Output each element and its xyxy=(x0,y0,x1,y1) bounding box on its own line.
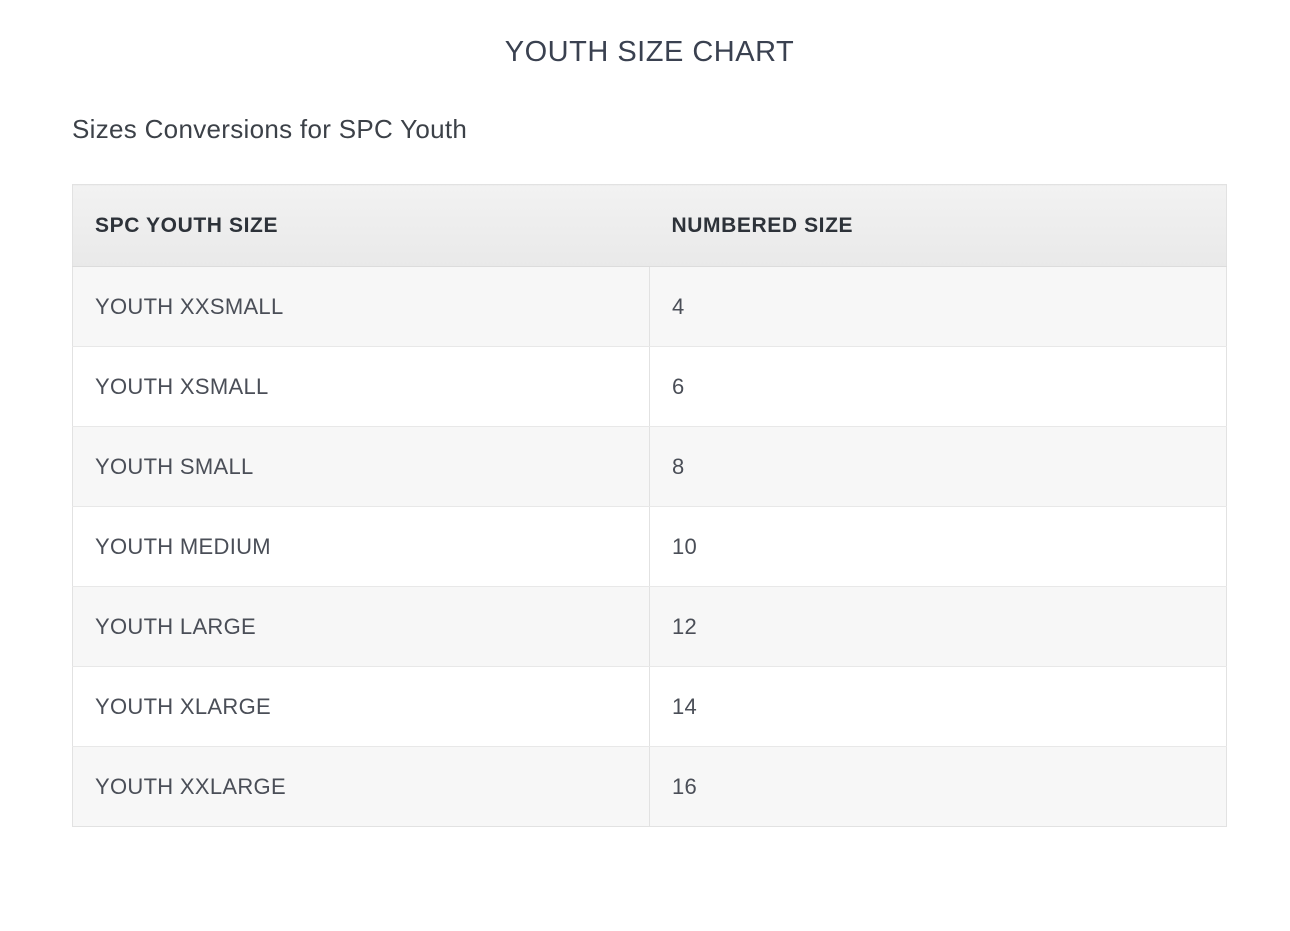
table-row: YOUTH XSMALL 6 xyxy=(72,346,1227,427)
size-table-head: SPC YOUTH SIZE NUMBERED SIZE xyxy=(72,184,1227,267)
spc-youth-size-cell: YOUTH XXSMALL xyxy=(72,266,650,347)
numbered-size-cell: 14 xyxy=(649,666,1227,747)
spc-youth-size-cell: YOUTH XLARGE xyxy=(72,666,650,747)
page-subtitle: Sizes Conversions for SPC Youth xyxy=(72,114,468,144)
column-header-numbered-size: NUMBERED SIZE xyxy=(649,184,1227,267)
table-row: YOUTH XXLARGE 16 xyxy=(72,746,1227,827)
numbered-size-cell: 12 xyxy=(649,586,1227,667)
table-row: YOUTH MEDIUM 10 xyxy=(72,506,1227,587)
table-row: YOUTH LARGE 12 xyxy=(72,586,1227,667)
table-row: YOUTH XXSMALL 4 xyxy=(72,266,1227,347)
spc-youth-size-cell: YOUTH XXLARGE xyxy=(72,746,650,827)
spc-youth-size-cell: YOUTH MEDIUM xyxy=(72,506,650,587)
size-table-body: YOUTH XXSMALL 4 YOUTH XSMALL 6 YOUTH SMALL 8 Y… xyxy=(72,266,1227,827)
size-chart-table-wrapper: SPC YOUTH SIZE NUMBERED SIZE YOUTH XXSMA… xyxy=(72,184,1227,827)
page-title: YOUTH SIZE CHART xyxy=(504,36,795,68)
numbered-size-cell: 4 xyxy=(649,266,1227,347)
spc-youth-size-cell: YOUTH SMALL xyxy=(72,426,650,507)
youth-size-chart-table: SPC YOUTH SIZE NUMBERED SIZE YOUTH XXSMA… xyxy=(72,184,1227,827)
spc-youth-size-cell: YOUTH LARGE xyxy=(72,586,650,667)
spc-youth-size-cell: YOUTH XSMALL xyxy=(72,346,650,427)
table-row: YOUTH XLARGE 14 xyxy=(72,666,1227,747)
numbered-size-cell: 16 xyxy=(649,746,1227,827)
table-row: YOUTH SMALL 8 xyxy=(72,426,1227,507)
content-container: YOUTH SIZE CHART Sizes Conversions for S… xyxy=(72,34,1227,827)
header-row: SPC YOUTH SIZE NUMBERED SIZE xyxy=(72,184,1227,267)
column-header-spc-youth-size: SPC YOUTH SIZE xyxy=(72,184,650,267)
numbered-size-cell: 8 xyxy=(649,426,1227,507)
numbered-size-cell: 10 xyxy=(649,506,1227,587)
numbered-size-cell: 6 xyxy=(649,346,1227,427)
